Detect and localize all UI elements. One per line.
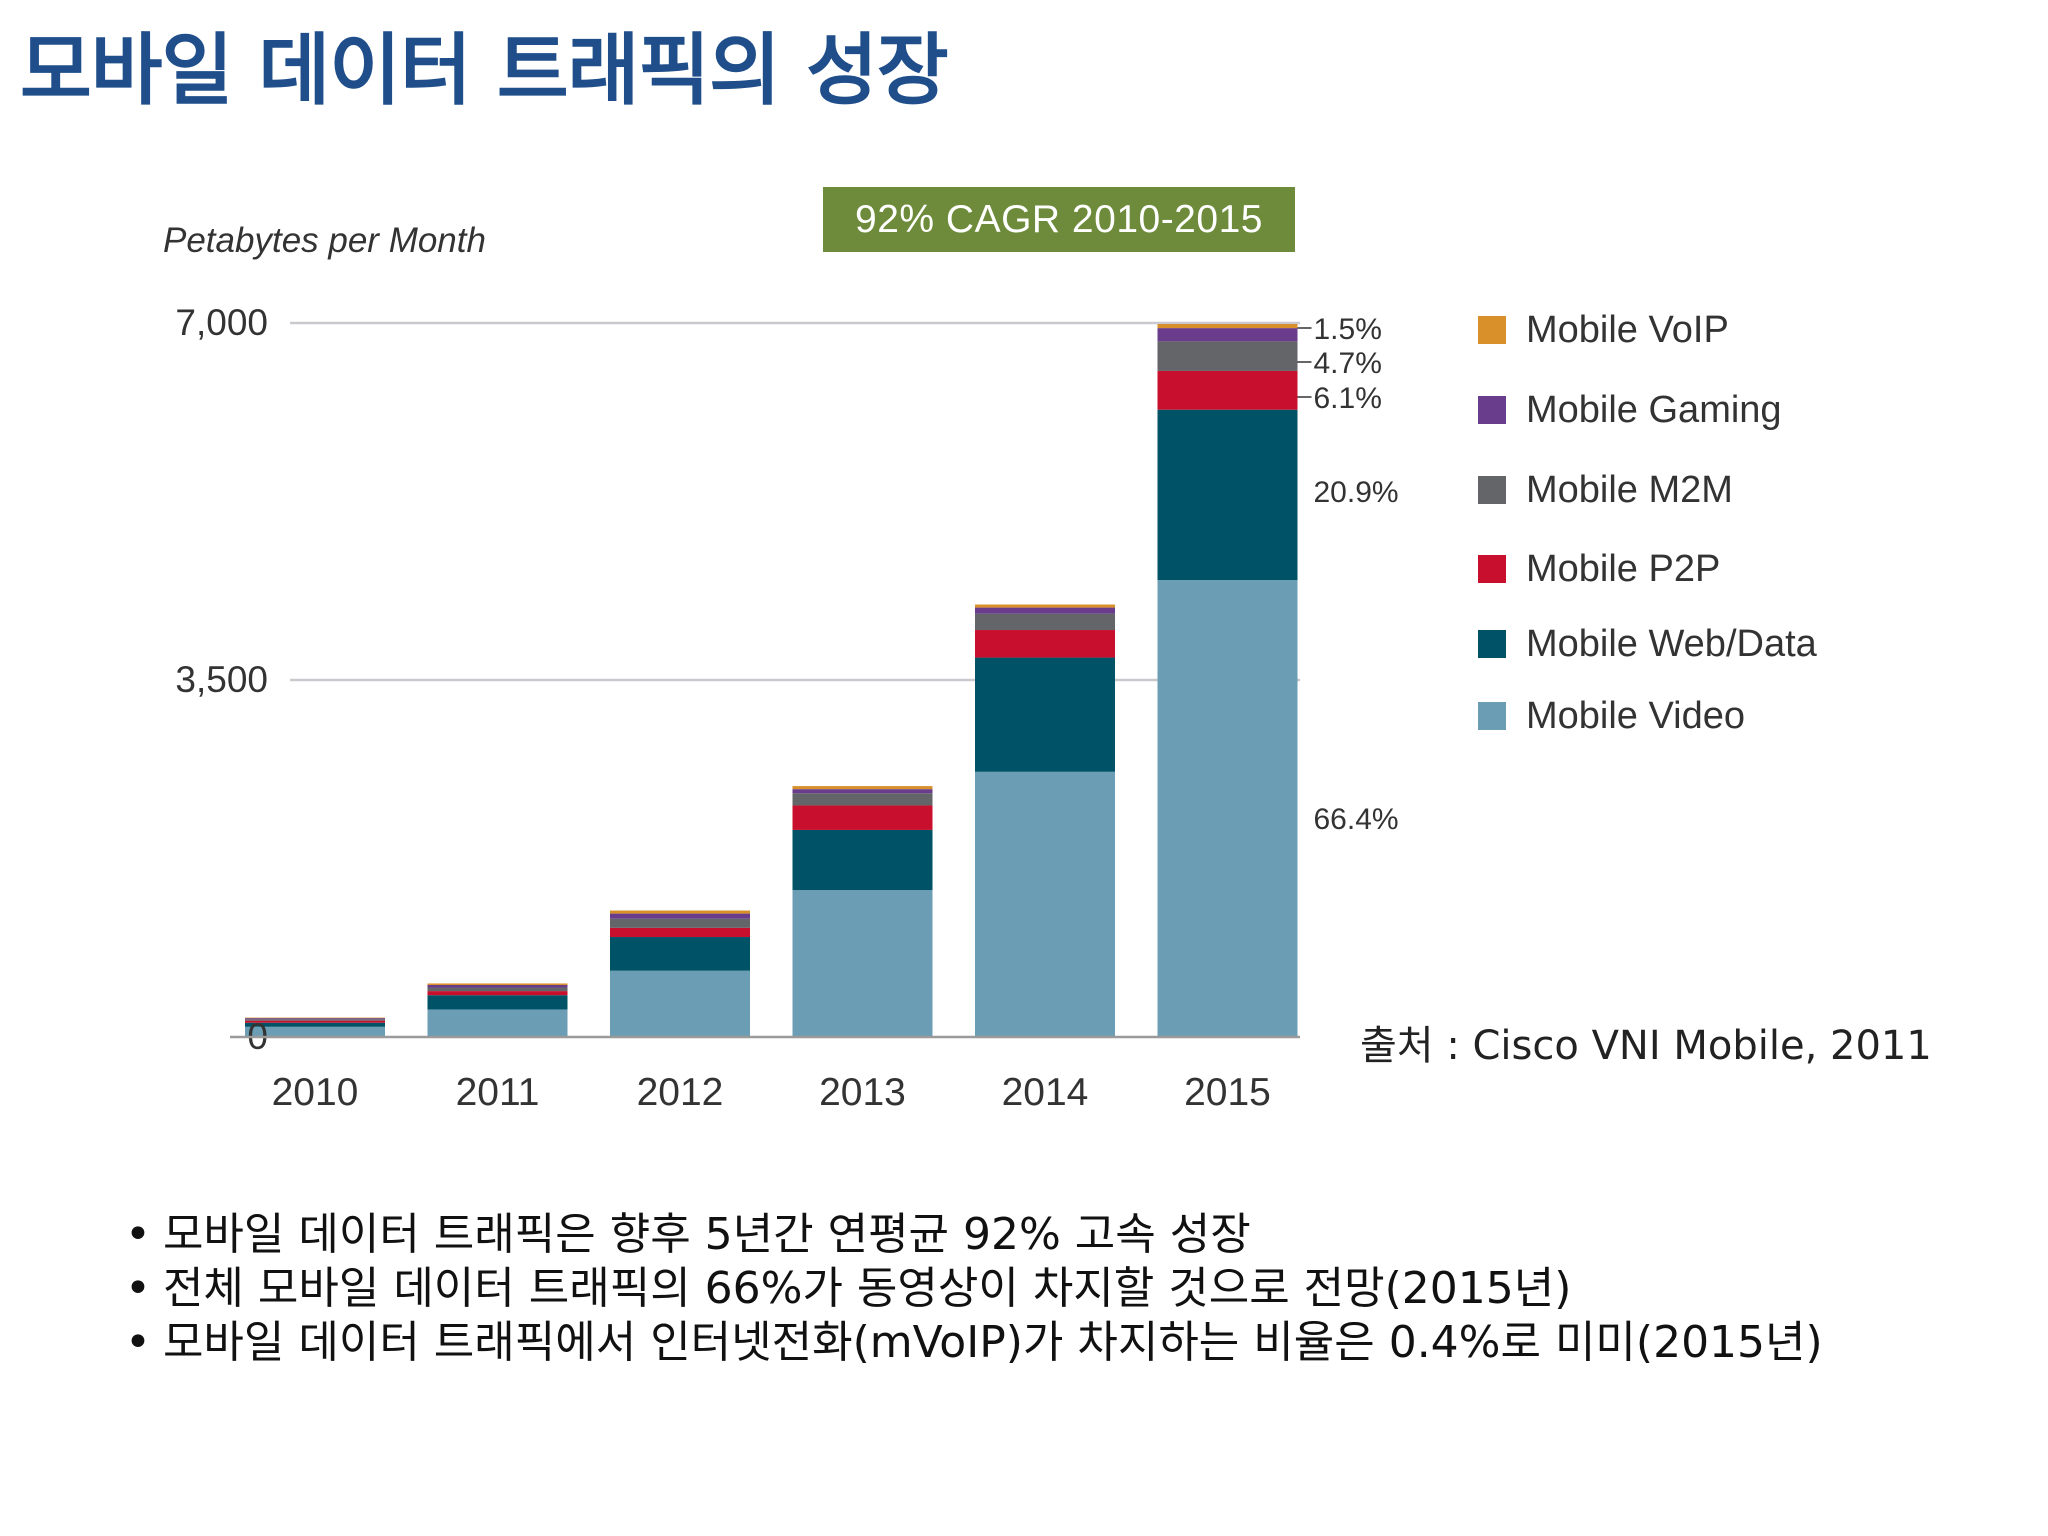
bar-segment: [975, 771, 1115, 1037]
legend-swatch: [1478, 316, 1506, 344]
legend-label: Mobile P2P: [1526, 547, 1721, 590]
bar-segment: [975, 657, 1115, 772]
legend-label: Mobile Web/Data: [1526, 622, 1817, 665]
y-tick-label: 7,000: [175, 302, 268, 343]
share-annotation: 66.4%: [1314, 803, 1399, 836]
x-tick-label: 2010: [272, 1071, 359, 1114]
x-tick-label: 2013: [819, 1071, 906, 1114]
bar-segment: [975, 613, 1115, 631]
bullet-item: 전체 모바일 데이터 트래픽의 66%가 동영상이 차지할 것으로 전망(201…: [125, 1262, 1823, 1316]
bar-segment: [610, 910, 750, 914]
bar-segment: [1157, 341, 1298, 371]
legend-swatch: [1478, 476, 1506, 504]
bar-segment: [1157, 370, 1298, 410]
bar-segment: [245, 1017, 385, 1019]
bar-segment: [1157, 328, 1298, 342]
source-note: 출처 : Cisco VNI Mobile, 2011: [1360, 1023, 1932, 1069]
bullet-item: 모바일 데이터 트래픽에서 인터넷전화(mVoIP)가 차지하는 비율은 0.4…: [125, 1316, 1823, 1370]
share-annotation: 4.7%: [1314, 347, 1382, 380]
bar-segment: [610, 927, 750, 938]
bullet-item: 모바일 데이터 트래픽은 향후 5년간 연평균 92% 고속 성장: [125, 1208, 1823, 1262]
slide-title: 모바일 데이터 트래픽의 성장: [20, 26, 949, 116]
bar-segment: [427, 983, 568, 985]
bar-segment: [792, 829, 933, 891]
bar-segment: [1157, 409, 1298, 581]
bar-segment: [792, 805, 933, 830]
share-annotation: 1.5%: [1314, 313, 1382, 346]
legend-swatch: [1478, 702, 1506, 730]
bar-segment: [427, 991, 568, 996]
legend-item: Mobile P2P: [1478, 547, 1721, 590]
bar-segment: [427, 1009, 568, 1037]
bar-segment: [427, 987, 568, 992]
bar-segment: [975, 604, 1115, 608]
x-tick-label: 2014: [1002, 1071, 1089, 1114]
bar-segment: [1157, 580, 1298, 1037]
legend-label: Mobile VoIP: [1526, 308, 1729, 351]
bar-segment: [610, 970, 750, 1037]
bar-segment: [1157, 324, 1298, 329]
legend-item: Mobile Gaming: [1478, 388, 1782, 431]
bar-segment: [245, 1020, 385, 1023]
bar-segment: [245, 1018, 385, 1020]
cagr-badge: 92% CAGR 2010-2015: [823, 187, 1295, 252]
legend-item: Mobile Video: [1478, 694, 1746, 737]
annotations: 1.5%4.7%6.1% 20.9% 66.4%: [1297, 313, 1399, 836]
bar-segment: [245, 1026, 385, 1037]
legend-swatch: [1478, 396, 1506, 424]
bar-segment: [792, 890, 933, 1037]
share-annotation: 6.1%: [1314, 382, 1382, 415]
legend-item: Mobile M2M: [1478, 468, 1733, 511]
y-tick-label: 3,500: [175, 659, 268, 700]
legend-label: Mobile M2M: [1526, 468, 1733, 511]
x-tick-label: 2015: [1184, 1071, 1271, 1114]
bars: [245, 324, 1298, 1037]
bullet-list: 모바일 데이터 트래픽은 향후 5년간 연평균 92% 고속 성장 전체 모바일…: [125, 1208, 1823, 1370]
share-annotation: 20.9%: [1314, 476, 1399, 509]
bar-segment: [792, 786, 933, 790]
y-axis-title: Petabytes per Month: [163, 221, 486, 260]
bar-segment: [792, 789, 933, 794]
x-tick-label: 2011: [456, 1071, 540, 1114]
bar-segment: [427, 984, 568, 988]
bar-segment: [245, 1019, 385, 1021]
bar-segment: [792, 793, 933, 806]
gridlines: [290, 321, 1300, 682]
bar-segment: [975, 607, 1115, 614]
legend-swatch: [1478, 630, 1506, 658]
legend-item: Mobile Web/Data: [1478, 622, 1817, 665]
x-tick-label: 2012: [637, 1071, 724, 1114]
legend-label: Mobile Video: [1526, 694, 1746, 737]
bar-segment: [975, 630, 1115, 658]
bar-segment: [610, 918, 750, 928]
bar-segment: [610, 937, 750, 971]
legend-swatch: [1478, 555, 1506, 583]
bar-segment: [610, 913, 750, 919]
legend-label: Mobile Gaming: [1526, 388, 1782, 431]
bar-segment: [245, 1022, 385, 1027]
legend-item: Mobile VoIP: [1478, 308, 1729, 351]
bar-segment: [427, 995, 568, 1010]
